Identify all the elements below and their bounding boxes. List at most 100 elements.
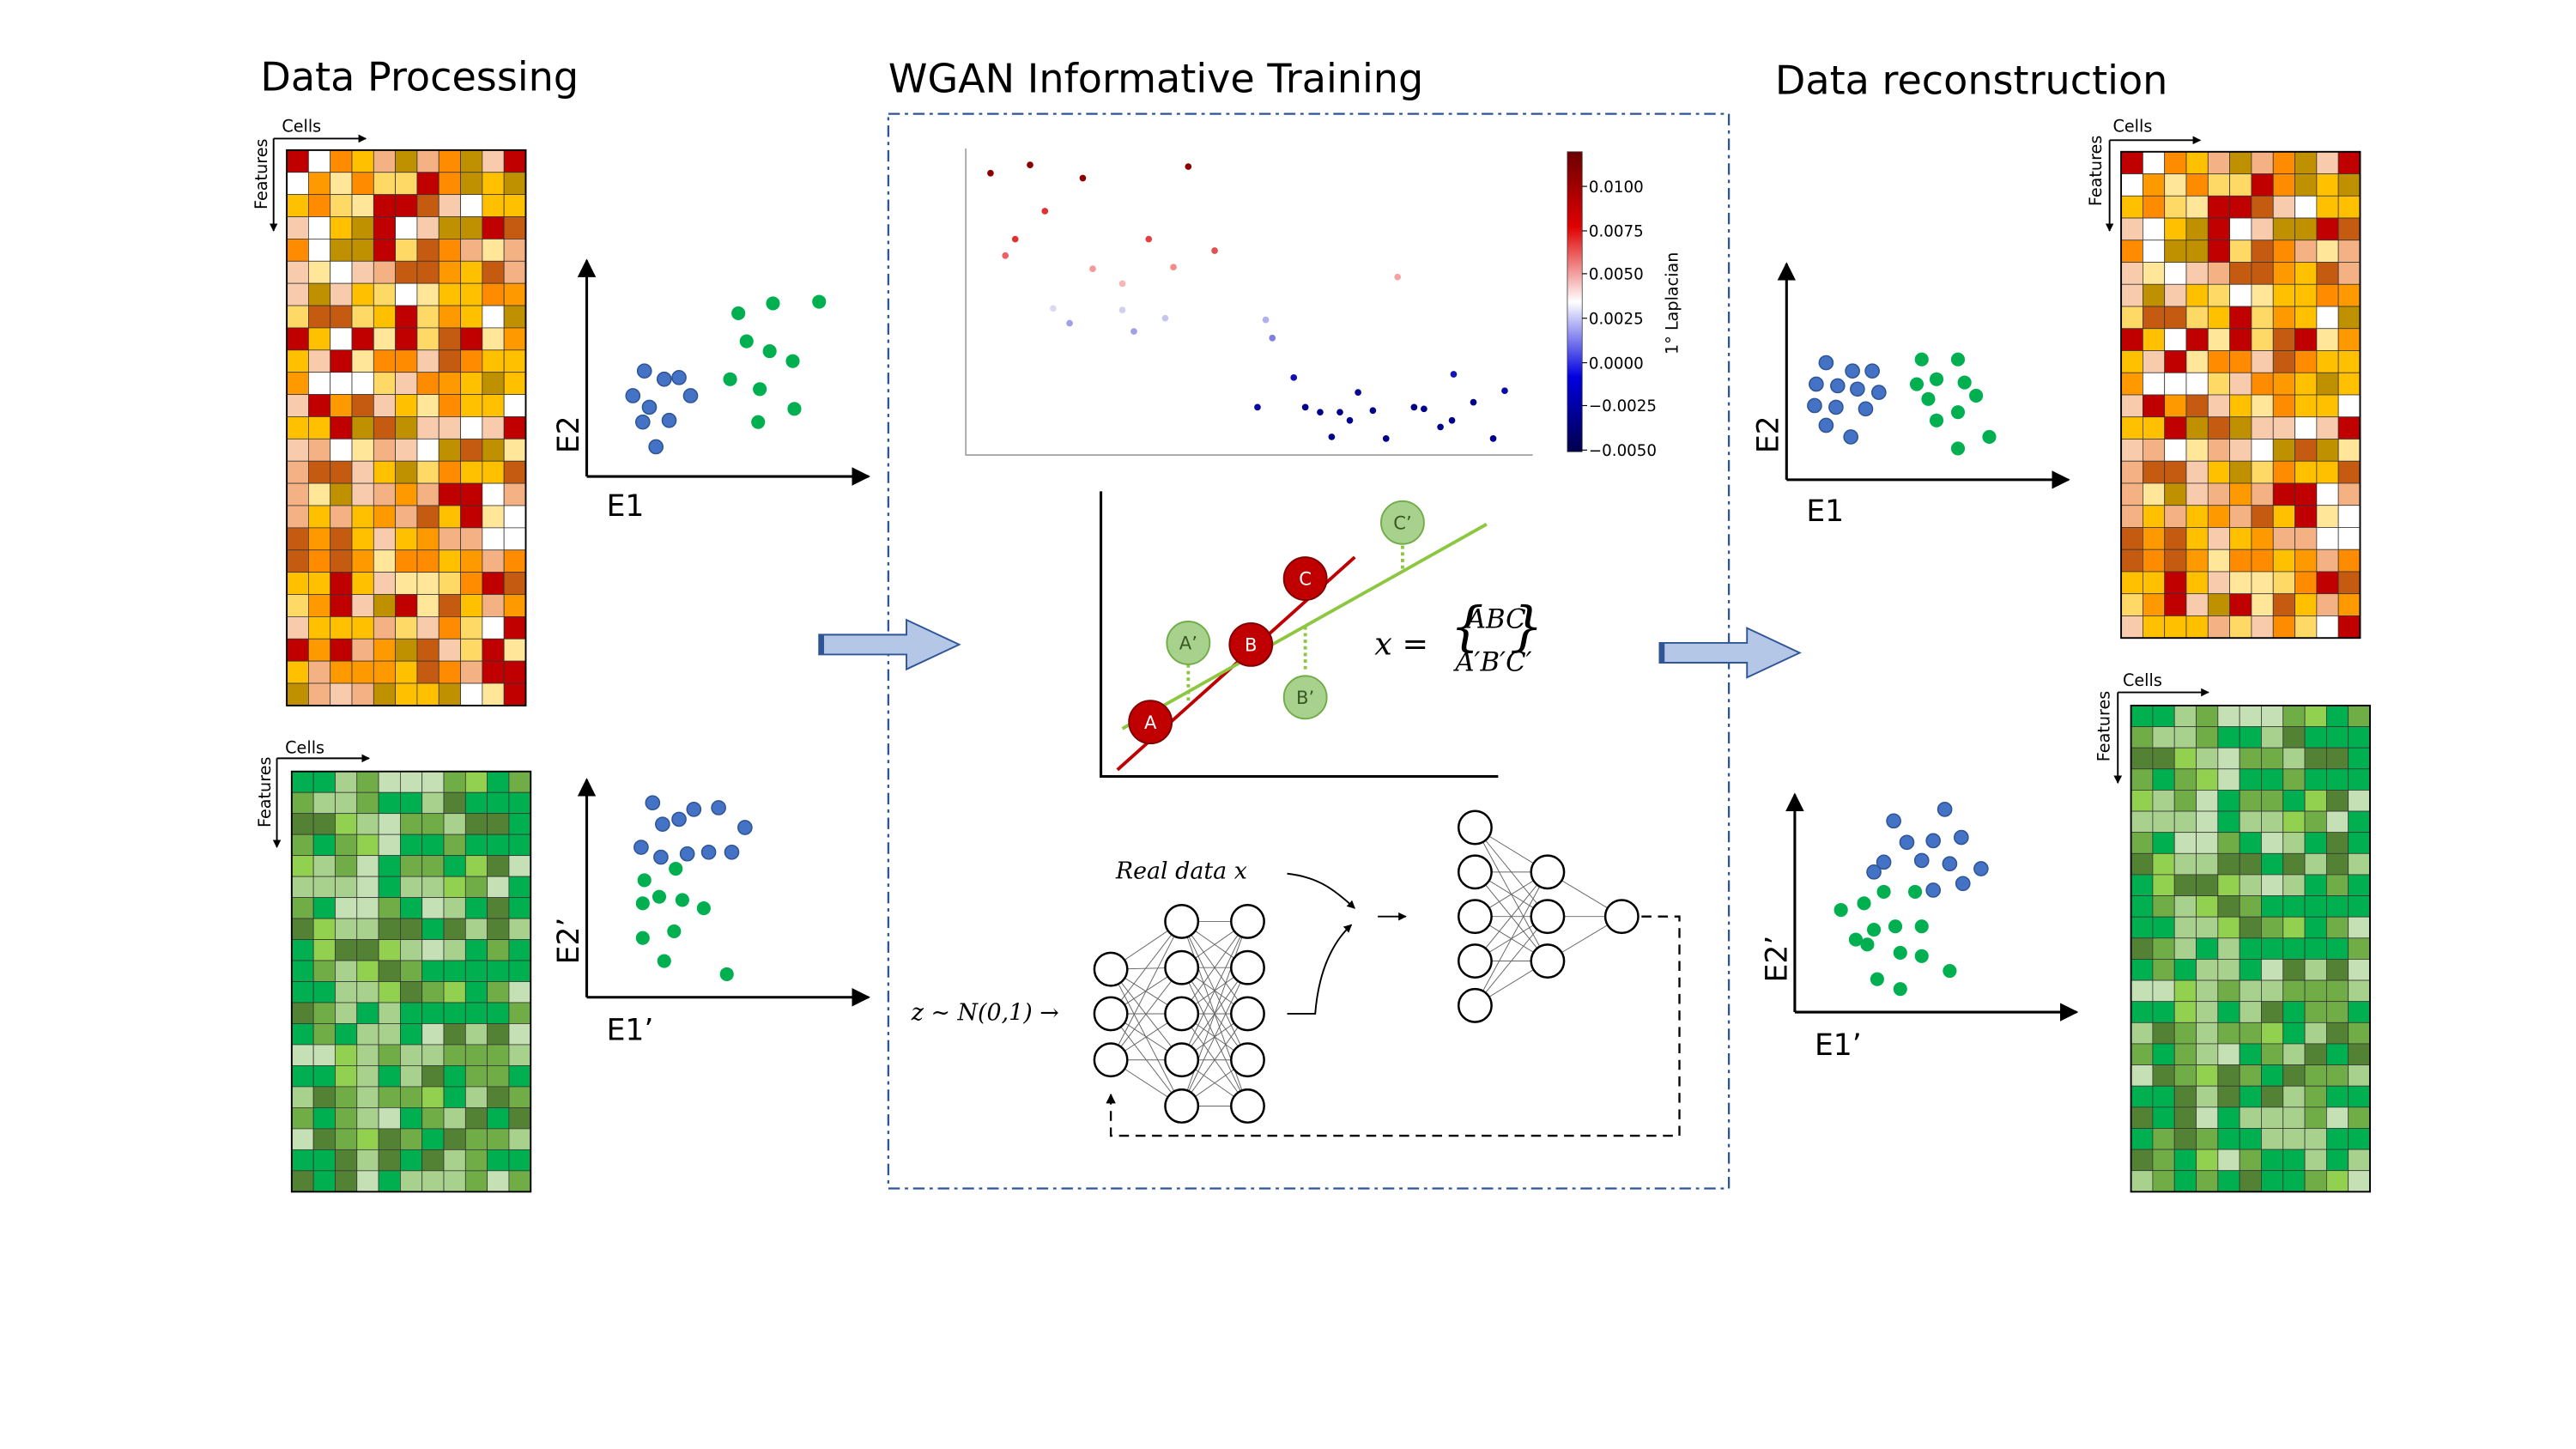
title-data-reconstruction: Data reconstruction <box>1775 58 2168 104</box>
network-node <box>1457 809 1493 846</box>
heatmap-cell <box>2294 151 2318 174</box>
heatmap-cell <box>2272 460 2295 484</box>
heatmap-cell <box>2304 790 2327 812</box>
embedding-plot-e1-e2-right: E1 E2 <box>1752 262 2070 529</box>
heatmap-cell <box>286 438 309 462</box>
heatmap-cell <box>2348 979 2371 1003</box>
cluster-point-blue <box>1973 861 1989 876</box>
heatmap-cell <box>460 594 483 617</box>
heatmap-cell <box>503 194 526 217</box>
heatmap-cell <box>503 549 526 573</box>
heatmap-cell <box>487 876 510 898</box>
heatmap-cell <box>421 855 445 877</box>
network-edge <box>1110 968 1183 1106</box>
heatmap-cell <box>2207 439 2231 462</box>
heatmap-cell <box>2251 394 2274 418</box>
cluster-point-green <box>1876 884 1891 899</box>
heatmap-cell <box>286 239 309 262</box>
heatmap-cell <box>482 172 505 196</box>
heatmap-cell <box>2282 1064 2306 1087</box>
cluster-point-blue <box>1818 355 1834 371</box>
heatmap-cell <box>2282 790 2306 812</box>
heatmap-cell <box>2325 768 2349 791</box>
heatmap-cell <box>2164 615 2187 639</box>
point-label: C <box>1299 568 1312 590</box>
heatmap-cell <box>330 682 353 706</box>
heatmap-cell <box>2337 328 2361 351</box>
heatmap-cell <box>2261 1022 2284 1045</box>
heatmap-cell <box>503 349 526 373</box>
heatmap-cell <box>443 981 466 1003</box>
heatmap-cell <box>2316 217 2339 241</box>
heatmap-cell <box>2272 151 2295 174</box>
heatmap-cell <box>460 460 483 484</box>
heatmap-cell <box>2164 394 2187 418</box>
cluster-point-blue <box>1845 363 1860 379</box>
heatmap-cell <box>2229 527 2252 550</box>
heatmap-cell <box>508 771 531 793</box>
heatmap-cell <box>464 834 488 857</box>
network-node <box>1230 949 1265 985</box>
heatmap-cell <box>378 1107 401 1130</box>
heatmap-cell <box>312 855 336 877</box>
heatmap-cell <box>2229 439 2252 462</box>
heatmap-cell <box>2348 959 2371 981</box>
heatmap-cell <box>2185 151 2209 174</box>
laplacian-point <box>1027 161 1033 168</box>
laplacian-point <box>1161 314 1169 322</box>
heatmap-cell <box>2173 1149 2197 1172</box>
cluster-point-green <box>1893 982 1907 997</box>
laplacian-point <box>1066 319 1073 327</box>
laplacian-point <box>1336 409 1343 415</box>
heatmap-cell <box>2185 571 2209 595</box>
heatmap-cell <box>2185 217 2209 241</box>
heatmap-cell <box>443 960 466 982</box>
heatmap-cell <box>312 1107 336 1130</box>
heatmap-cell <box>291 1044 314 1066</box>
heatmap-cell <box>2316 593 2339 616</box>
heatmap-cell <box>2185 350 2209 373</box>
heatmap-cell <box>2294 527 2318 550</box>
laplacian-point <box>1170 264 1177 271</box>
heatmap-cell <box>2261 1043 2284 1065</box>
heatmap-cell <box>508 981 531 1003</box>
heatmap-cell <box>2239 916 2262 939</box>
heatmap-cell <box>2173 1001 2197 1023</box>
heatmap-cell <box>308 572 331 595</box>
heatmap-cell <box>2229 239 2252 263</box>
heatmap-cell <box>286 549 309 573</box>
heatmap-cell <box>2207 217 2231 241</box>
heatmap-cell <box>2348 768 2371 791</box>
heatmap-cell <box>2196 705 2219 727</box>
heatmap-cell <box>2272 372 2295 396</box>
heatmap-cell <box>395 372 418 395</box>
network-node <box>1530 943 1566 979</box>
network-edge <box>1181 921 1248 1060</box>
heatmap-cell <box>2239 810 2262 834</box>
heatmap-cell <box>2207 328 2231 351</box>
heatmap-cell <box>487 834 510 857</box>
heatmap-cell <box>416 616 439 640</box>
heatmap-cell <box>2337 482 2361 506</box>
heatmap-cell <box>312 1044 336 1066</box>
heatmap-cell <box>2304 1106 2327 1129</box>
heatmap-cell <box>503 572 526 595</box>
heatmap-cell <box>2217 832 2240 854</box>
heatmap-cell <box>2217 979 2240 1003</box>
heatmap-cell <box>487 1044 510 1066</box>
heatmap-cell <box>2185 615 2209 639</box>
heatmap-cell <box>308 594 331 617</box>
heatmap-cell <box>2217 1170 2240 1192</box>
heatmap-cell <box>460 572 483 595</box>
network-node <box>1457 854 1493 890</box>
heatmap-border <box>290 770 532 1193</box>
axis-label-e1-prime: E1’ <box>607 1014 654 1048</box>
heatmap-cell <box>2120 416 2143 440</box>
heatmap-cell <box>2348 1043 2371 1065</box>
cluster-point-green <box>731 306 746 321</box>
heatmap-cell <box>330 438 353 462</box>
heatmap-cell <box>443 1149 466 1172</box>
heatmap-cell <box>378 1170 401 1192</box>
heatmap-cell <box>291 1086 314 1108</box>
cluster-point-green <box>762 344 777 359</box>
